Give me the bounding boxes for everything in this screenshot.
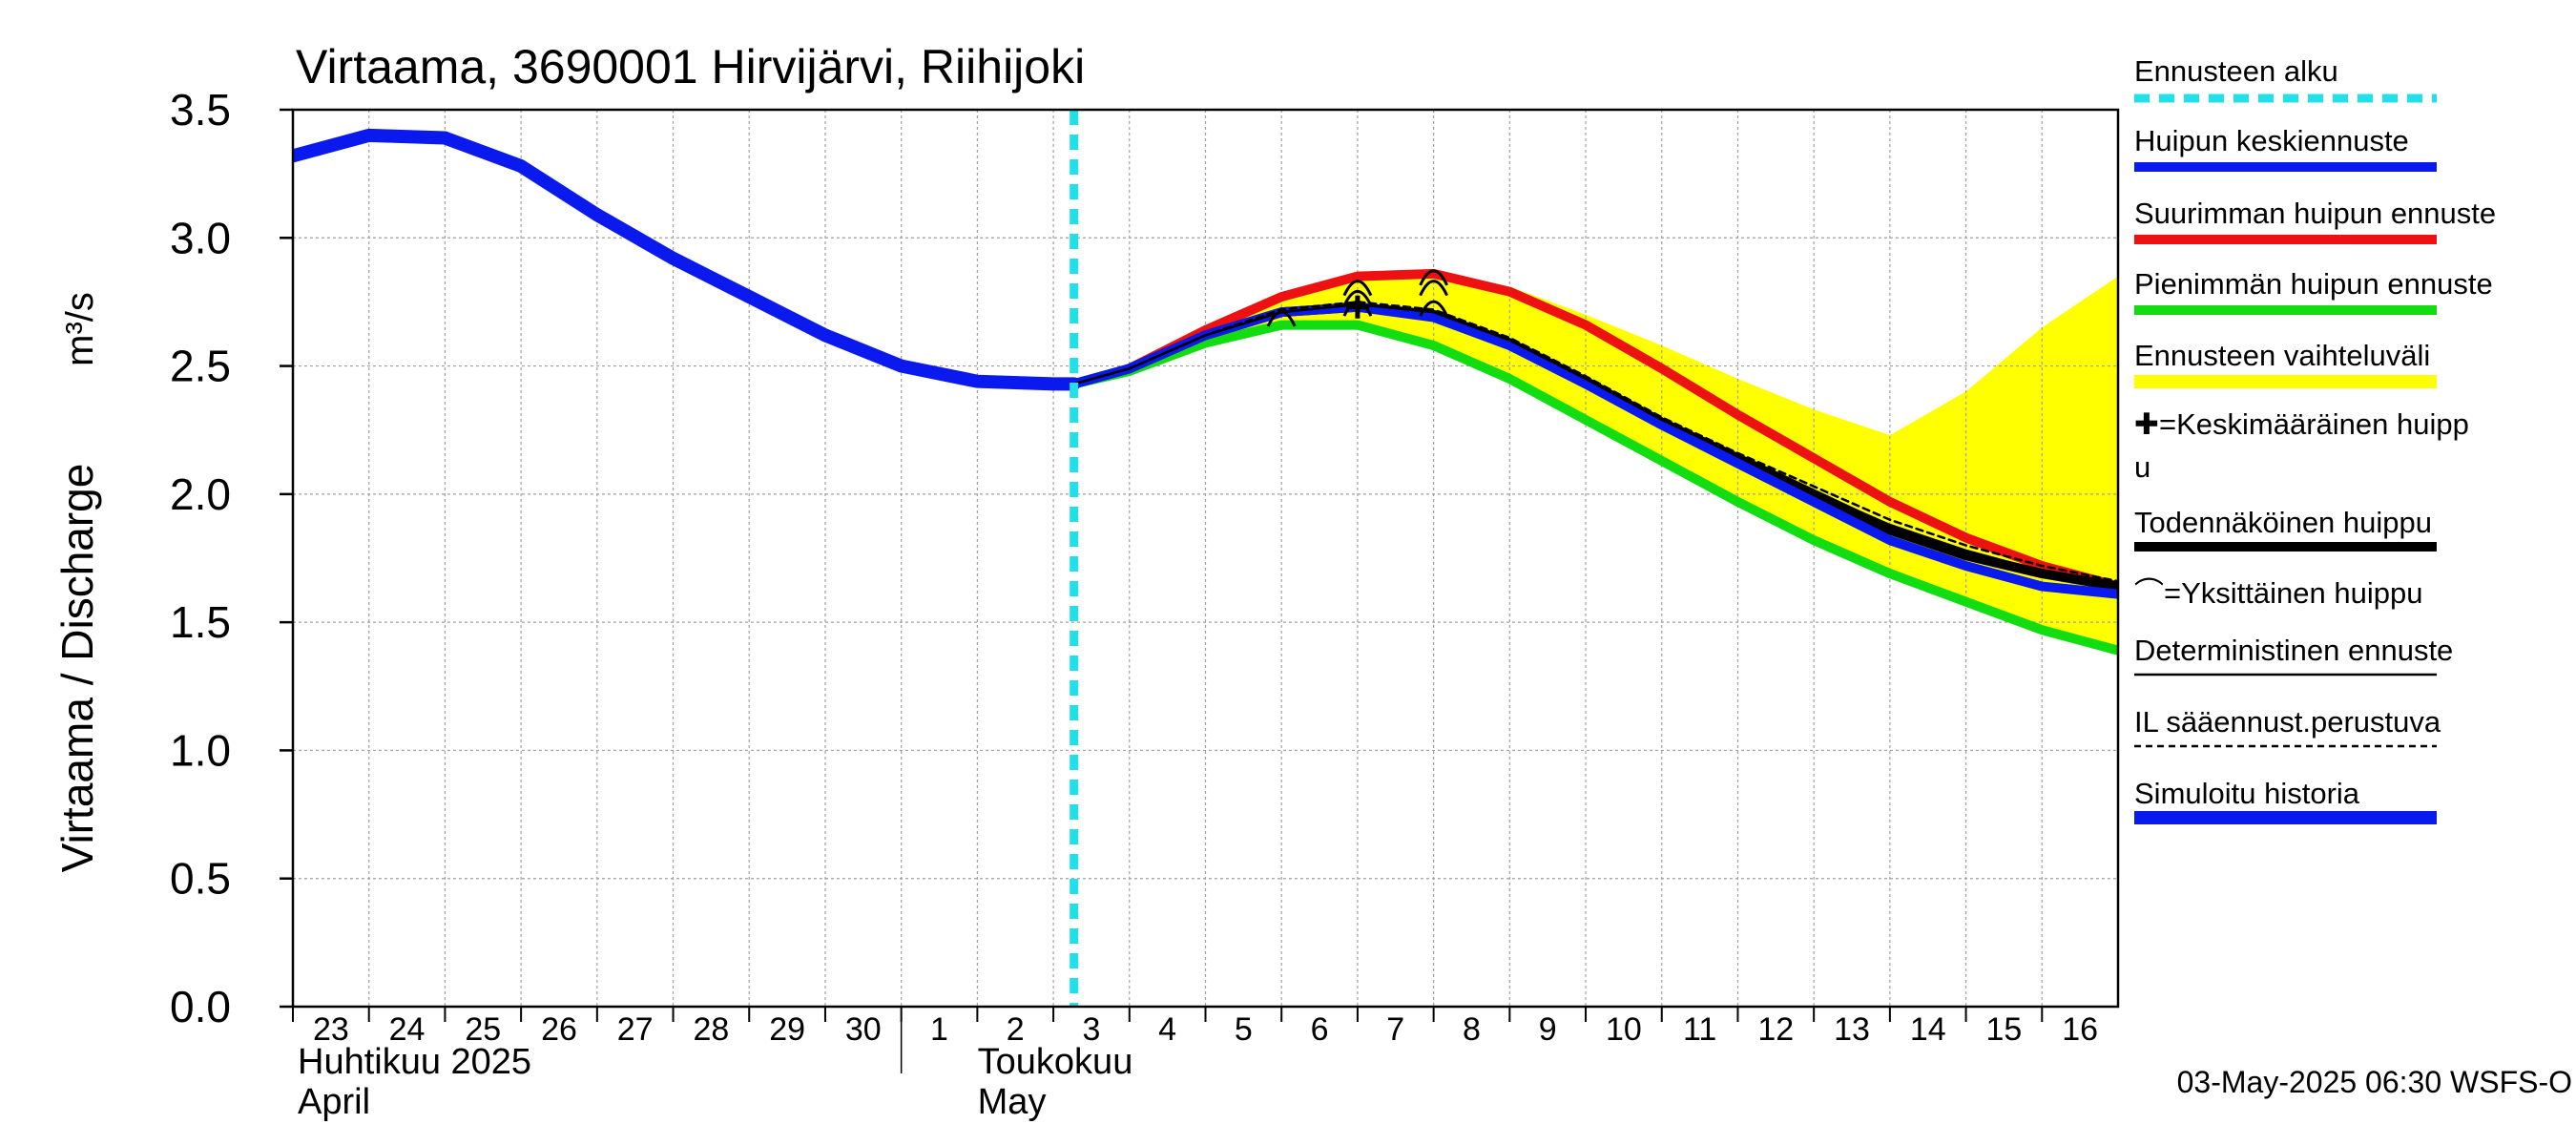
x-tick-label: 3 bbox=[1082, 1011, 1100, 1048]
month-label-en: May bbox=[978, 1082, 1047, 1122]
x-tick-label: 1 bbox=[930, 1011, 948, 1048]
x-tick-label: 15 bbox=[1986, 1011, 2023, 1048]
legend-label: Huipun keskiennuste bbox=[2134, 124, 2409, 157]
legend-label: Ennusteen vaihteluväli bbox=[2134, 339, 2430, 372]
grid bbox=[293, 110, 2118, 1007]
x-tick-label: 4 bbox=[1158, 1011, 1176, 1048]
series-line-simuloitu-historia bbox=[293, 128, 1081, 391]
series-line-suurimman-huipun-ennuste bbox=[1069, 268, 2118, 592]
x-tick-label: 24 bbox=[389, 1011, 426, 1048]
timestamp-footer: 03-May-2025 06:30 WSFS-O bbox=[2177, 1065, 2572, 1099]
y-tick-label: 3.5 bbox=[170, 85, 231, 135]
y-tick-label: 2.0 bbox=[170, 469, 231, 519]
x-tick-label: 26 bbox=[541, 1011, 577, 1048]
single-peak-marker bbox=[1266, 310, 1297, 327]
x-tick-label: 30 bbox=[845, 1011, 882, 1048]
series-lines bbox=[293, 110, 2118, 1007]
month-label-en: April bbox=[298, 1082, 370, 1122]
legend-label: Pienimmän huipun ennuste bbox=[2134, 267, 2493, 301]
y-tick-label: 0.0 bbox=[170, 982, 231, 1031]
single-peak-marker bbox=[1419, 280, 1448, 297]
y-tick-label: 1.0 bbox=[170, 725, 231, 775]
single-peak-marker bbox=[1342, 280, 1373, 297]
y-axis-unit: m³/s bbox=[59, 292, 101, 366]
x-tick-label: 25 bbox=[465, 1011, 501, 1048]
legend: Ennusteen alku Huipun keskiennuste Suurimm… bbox=[2134, 54, 2496, 824]
y-tick-label: 1.5 bbox=[170, 597, 231, 647]
x-tick-label: 23 bbox=[313, 1011, 349, 1048]
series-line-pienimmän-huipun-ennuste bbox=[1069, 320, 2118, 656]
legend-label: Ennusteen alku bbox=[2134, 54, 2338, 88]
legend-label: Deterministinen ennuste bbox=[2134, 634, 2453, 667]
legend-label: u bbox=[2134, 450, 2150, 484]
month-label-fi: Huhtikuu 2025 bbox=[298, 1042, 531, 1082]
x-tick-label: 2 bbox=[1007, 1011, 1025, 1048]
single-peak-marker bbox=[1419, 269, 1448, 286]
x-tick-label: 9 bbox=[1539, 1011, 1557, 1048]
legend-label: Simuloitu historia bbox=[2134, 777, 2360, 810]
x-tick-label: 13 bbox=[1834, 1011, 1870, 1048]
x-tick-label: 6 bbox=[1311, 1011, 1329, 1048]
y-axis-label: Virtaama / Discharge bbox=[52, 464, 102, 873]
legend-label: ✚=Keskimääräinen huipp bbox=[2134, 407, 2469, 441]
legend-label: ⌒=Yksittäinen huippu bbox=[2134, 576, 2422, 610]
single-peak-marker bbox=[1342, 289, 1373, 307]
month-label-fi: Toukokuu bbox=[978, 1042, 1133, 1082]
axes: 0.00.51.01.52.02.53.03.523 24 25 26 27 28 29 30… bbox=[170, 85, 2120, 1122]
x-tick-label: 16 bbox=[2062, 1011, 2098, 1048]
x-tick-label: 28 bbox=[693, 1011, 729, 1048]
x-tick-label: 11 bbox=[1683, 1011, 1716, 1048]
y-tick-label: 0.5 bbox=[170, 854, 231, 904]
x-tick-label: 27 bbox=[617, 1011, 654, 1048]
single-peak-marker bbox=[1419, 300, 1448, 317]
x-tick-label: 8 bbox=[1463, 1011, 1481, 1048]
series-line-il-sääennust-perustuva bbox=[1072, 301, 2118, 583]
x-tick-label: 14 bbox=[1910, 1011, 1946, 1048]
chart-title: Virtaama, 3690001 Hirvijärvi, Riihijoki bbox=[296, 40, 1085, 94]
y-tick-label: 2.5 bbox=[170, 342, 231, 391]
x-tick-label: 10 bbox=[1606, 1011, 1642, 1048]
x-tick-label: 7 bbox=[1386, 1011, 1404, 1048]
legend-label: Suurimman huipun ennuste bbox=[2134, 197, 2496, 230]
y-tick-label: 3.0 bbox=[170, 213, 231, 262]
legend-label: Todennäköinen huippu bbox=[2134, 506, 2432, 539]
legend-label: IL sääennust.perustuva bbox=[2134, 705, 2441, 739]
peak-markers bbox=[1266, 269, 1448, 327]
x-tick-label: 5 bbox=[1235, 1011, 1253, 1048]
x-tick-label: 29 bbox=[769, 1011, 805, 1048]
x-tick-label: 12 bbox=[1757, 1011, 1794, 1048]
mean-peak-marker bbox=[1345, 295, 1369, 319]
